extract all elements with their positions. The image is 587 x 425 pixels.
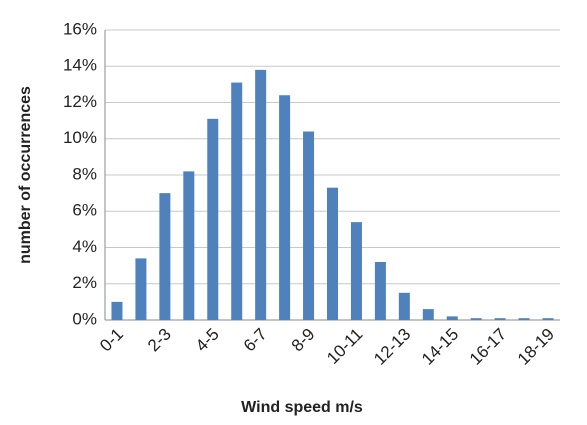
bar	[518, 318, 530, 320]
bar	[542, 318, 554, 320]
bar	[159, 193, 171, 320]
bar	[255, 69, 267, 320]
x-tick-label: 16-17	[466, 325, 510, 369]
x-tick-label: 12-13	[370, 325, 414, 369]
y-tick-label: 10%	[63, 128, 97, 147]
y-tick-label: 14%	[63, 56, 97, 75]
bar	[135, 258, 147, 320]
bar	[422, 309, 434, 320]
bar	[398, 292, 410, 320]
x-tick-label: 4-5	[192, 325, 223, 356]
bar	[446, 316, 458, 320]
y-axis-title: number of occurrences	[17, 86, 34, 264]
bar	[350, 222, 362, 320]
x-tick-label: 2-3	[144, 325, 175, 356]
y-tick-label: 8%	[72, 164, 97, 183]
bar	[183, 171, 195, 320]
bar	[470, 318, 482, 320]
bar	[374, 262, 386, 320]
bar	[111, 301, 123, 320]
y-tick-label: 6%	[72, 201, 97, 220]
bar	[494, 318, 506, 320]
bar	[231, 82, 243, 320]
x-axis-title: Wind speed m/s	[241, 399, 363, 416]
x-tick-label: 0-1	[96, 325, 127, 356]
x-tick-label: 10-11	[323, 325, 366, 368]
y-tick-label: 4%	[72, 237, 97, 256]
bar	[279, 95, 291, 320]
bar	[327, 187, 338, 320]
x-tick-label: 8-9	[288, 325, 319, 356]
bar	[207, 118, 219, 320]
bar	[303, 131, 315, 320]
x-tick-label: 6-7	[240, 325, 271, 356]
y-tick-label: 12%	[63, 92, 97, 111]
y-tick-label: 0%	[72, 309, 97, 328]
y-tick-label: 2%	[72, 273, 97, 292]
x-tick-label: 14-15	[418, 325, 462, 369]
y-tick-label: 16%	[63, 19, 97, 38]
x-tick-label: 18-19	[514, 325, 558, 369]
